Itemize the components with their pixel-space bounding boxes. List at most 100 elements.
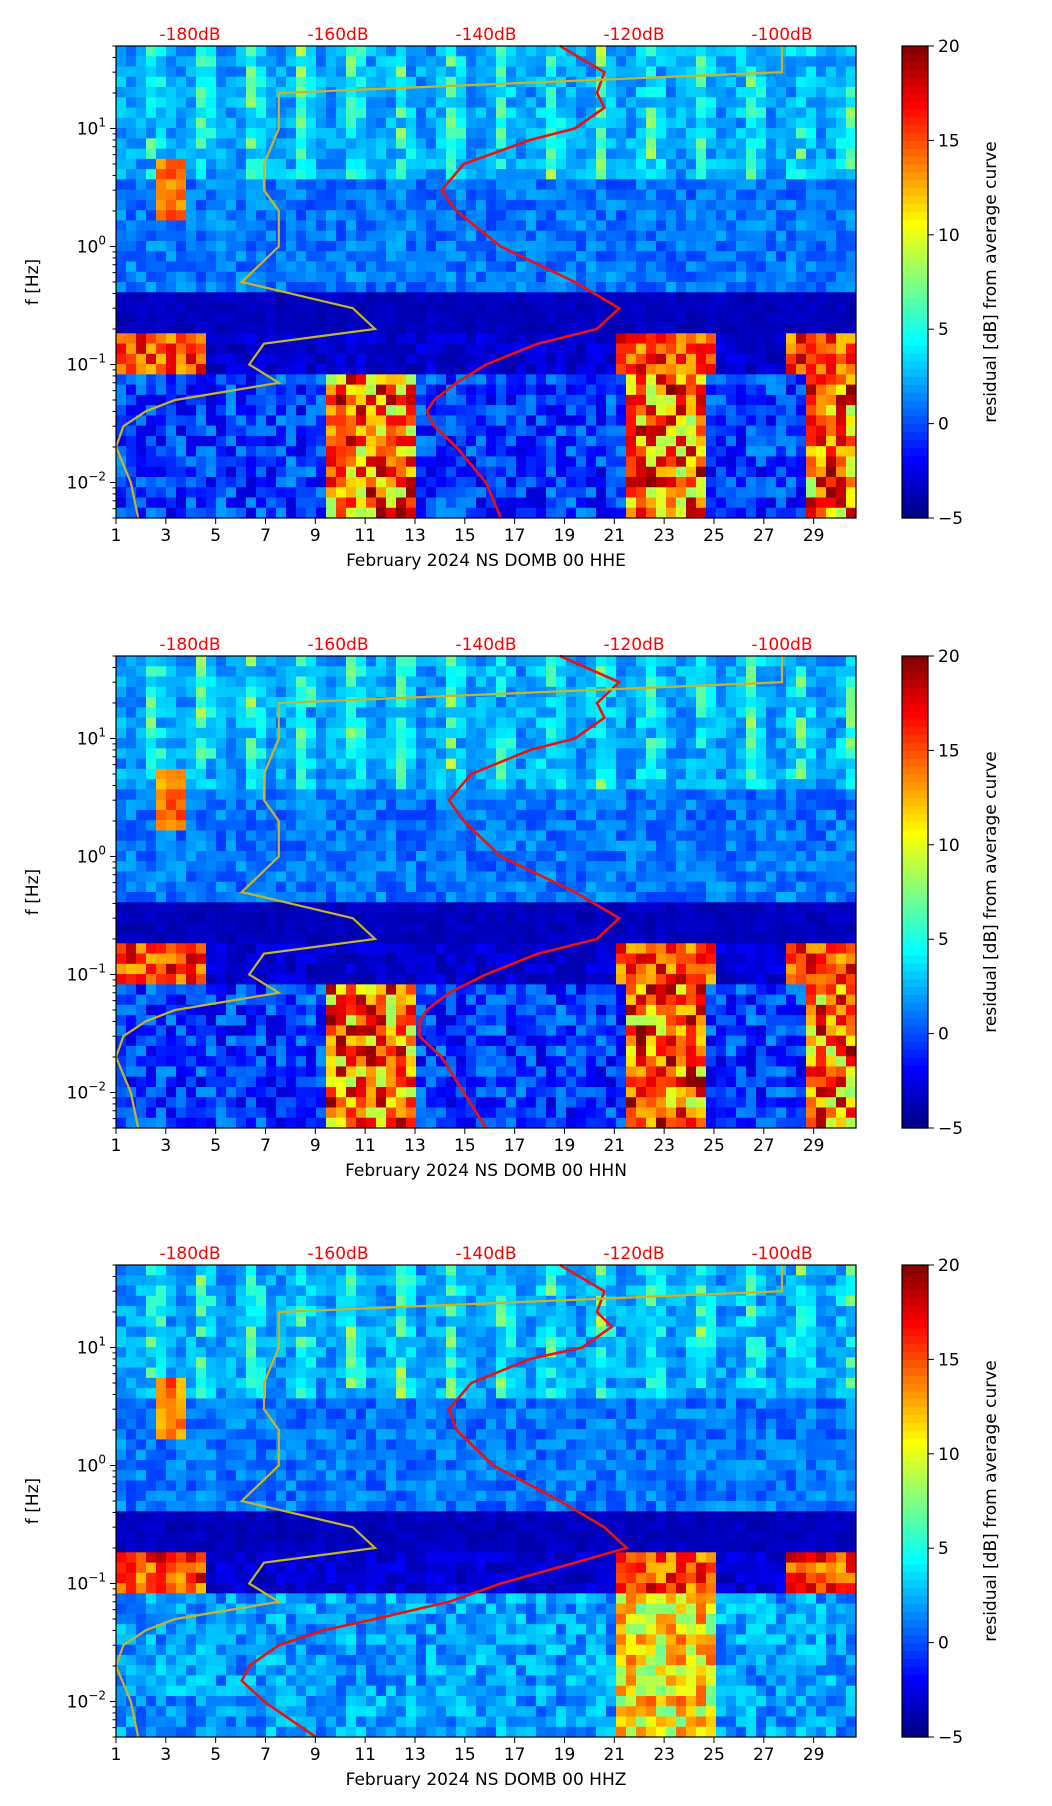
y-tick-label: 100 — [77, 233, 106, 257]
x-tick-label: 23 — [653, 526, 675, 546]
x-axis-title: February 2024 NS DOMB 00 HHN — [345, 1161, 627, 1181]
colorbar-tick-label: 15 — [938, 131, 960, 151]
y-tick-label: 101 — [77, 1334, 106, 1358]
x-tick-label: 13 — [404, 1745, 426, 1765]
db-axis-label: -140dB — [455, 1244, 516, 1264]
x-tick-label: 11 — [354, 1745, 376, 1765]
colorbar-tick-label: 20 — [938, 37, 960, 57]
colorbar-tick-label: 0 — [938, 1025, 949, 1045]
x-tick-label: 15 — [454, 526, 476, 546]
y-axis-title: f [Hz] — [23, 869, 43, 915]
x-tick-label: 13 — [404, 526, 426, 546]
colorbar-label: residual [dB] from average curve — [981, 141, 1001, 422]
colorbar-label: residual [dB] from average curve — [981, 1360, 1001, 1641]
db-axis-label: -160dB — [307, 25, 368, 45]
colorbar-tick-label: −5 — [938, 1728, 963, 1748]
colorbar-tick-label: −5 — [938, 1119, 963, 1139]
colorbar-tick-label: 0 — [938, 1634, 949, 1654]
x-tick-label: 9 — [310, 526, 321, 546]
x-axis-title: February 2024 NS DOMB 00 HHZ — [346, 1770, 627, 1790]
db-axis-label: -140dB — [455, 635, 516, 655]
colorbar-tick-label: 5 — [938, 1539, 949, 1559]
y-tick-label: 100 — [77, 843, 106, 867]
colorbar: 20 15 10 5 0 −5 residual [dB] from average cur… — [901, 37, 1001, 529]
x-tick-label: 9 — [310, 1745, 321, 1765]
x-tick-label: 13 — [404, 1136, 426, 1156]
colorbar-tick-label: 15 — [938, 741, 960, 761]
x-tick-label: 3 — [160, 1136, 171, 1156]
y-tick-label: 10−1 — [67, 961, 106, 985]
average-curve — [425, 44, 622, 519]
heatmap — [116, 46, 857, 519]
colorbar-tick-label: 10 — [938, 836, 960, 856]
colorbar-tick-label: 10 — [938, 1445, 960, 1465]
x-tick-label: 19 — [554, 1136, 576, 1156]
x-tick-label: 25 — [703, 1745, 725, 1765]
db-axis-label: -100dB — [751, 25, 812, 45]
x-axis-title: February 2024 NS DOMB 00 HHE — [346, 551, 626, 571]
colorbar-tick-label: 5 — [938, 320, 949, 340]
panel-3: 1 3 5 7 9 11 13 15 17 19 21 23 25 27 2910−210−1100101-… — [23, 1244, 1001, 1790]
x-tick-label: 25 — [703, 526, 725, 546]
x-tick-label: 17 — [504, 1745, 526, 1765]
db-axis-label: -120dB — [603, 635, 664, 655]
y-axis-title: f [Hz] — [23, 259, 43, 305]
x-tick-label: 21 — [603, 1136, 625, 1156]
x-tick-label: 3 — [160, 526, 171, 546]
x-tick-label: 7 — [260, 526, 271, 546]
x-tick-label: 7 — [260, 1745, 271, 1765]
db-axis-label: -160dB — [307, 635, 368, 655]
x-tick-label: 21 — [603, 1745, 625, 1765]
x-tick-label: 19 — [554, 1745, 576, 1765]
x-tick-label: 17 — [504, 526, 526, 546]
x-tick-label: 29 — [803, 1136, 825, 1156]
db-axis-label: -120dB — [603, 25, 664, 45]
colorbar-tick-label: −5 — [938, 509, 963, 529]
average-curve — [418, 654, 622, 1129]
x-tick-label: 17 — [504, 1136, 526, 1156]
colorbar-label: residual [dB] from average curve — [981, 751, 1001, 1032]
colorbar-tick-label: 15 — [938, 1350, 960, 1370]
y-tick-label: 10−2 — [67, 469, 106, 493]
y-tick-label: 101 — [77, 115, 106, 139]
x-tick-label: 15 — [454, 1745, 476, 1765]
db-axis-label: -120dB — [603, 1244, 664, 1264]
x-tick-label: 5 — [210, 1136, 221, 1156]
x-tick-label: 23 — [653, 1136, 675, 1156]
x-tick-label: 11 — [354, 526, 376, 546]
x-tick-label: 25 — [703, 1136, 725, 1156]
colorbar: 20 15 10 5 0 −5 residual [dB] from average cur… — [901, 1256, 1001, 1748]
x-tick-label: 27 — [753, 1136, 775, 1156]
panel-1: 1 3 5 7 9 11 13 15 17 19 21 23 25 27 2910−210−1100101-… — [23, 25, 1001, 571]
heatmap — [116, 1265, 857, 1738]
y-axis-title: f [Hz] — [23, 1478, 43, 1524]
heatmap — [116, 656, 857, 1129]
noise-model-curve — [114, 656, 784, 1129]
x-tick-label: 29 — [803, 1745, 825, 1765]
x-tick-label: 5 — [210, 526, 221, 546]
y-tick-label: 100 — [77, 1452, 106, 1476]
colorbar: 20 15 10 5 0 −5 residual [dB] from average cur… — [901, 647, 1001, 1139]
x-tick-label: 7 — [260, 1136, 271, 1156]
colorbar-tick-label: 10 — [938, 226, 960, 246]
db-axis-label: -180dB — [159, 25, 220, 45]
x-tick-label: 3 — [160, 1745, 171, 1765]
db-axis-label: -140dB — [455, 25, 516, 45]
panel-2: 1 3 5 7 9 11 13 15 17 19 21 23 25 27 2910−210−1100101-… — [23, 635, 1001, 1181]
noise-model-curve — [114, 1265, 784, 1738]
colorbar-tick-label: 0 — [938, 415, 949, 435]
db-axis-label: -160dB — [307, 1244, 368, 1264]
x-tick-label: 15 — [454, 1136, 476, 1156]
db-axis-label: -180dB — [159, 1244, 220, 1264]
db-axis-label: -100dB — [751, 1244, 812, 1264]
x-tick-label: 23 — [653, 1745, 675, 1765]
x-tick-label: 1 — [111, 1136, 122, 1156]
y-tick-label: 10−2 — [67, 1688, 106, 1712]
x-tick-label: 1 — [111, 526, 122, 546]
colorbar-tick-label: 20 — [938, 647, 960, 667]
x-tick-label: 21 — [603, 526, 625, 546]
db-axis-label: -100dB — [751, 635, 812, 655]
y-tick-label: 10−1 — [67, 351, 106, 375]
db-axis-label: -180dB — [159, 635, 220, 655]
